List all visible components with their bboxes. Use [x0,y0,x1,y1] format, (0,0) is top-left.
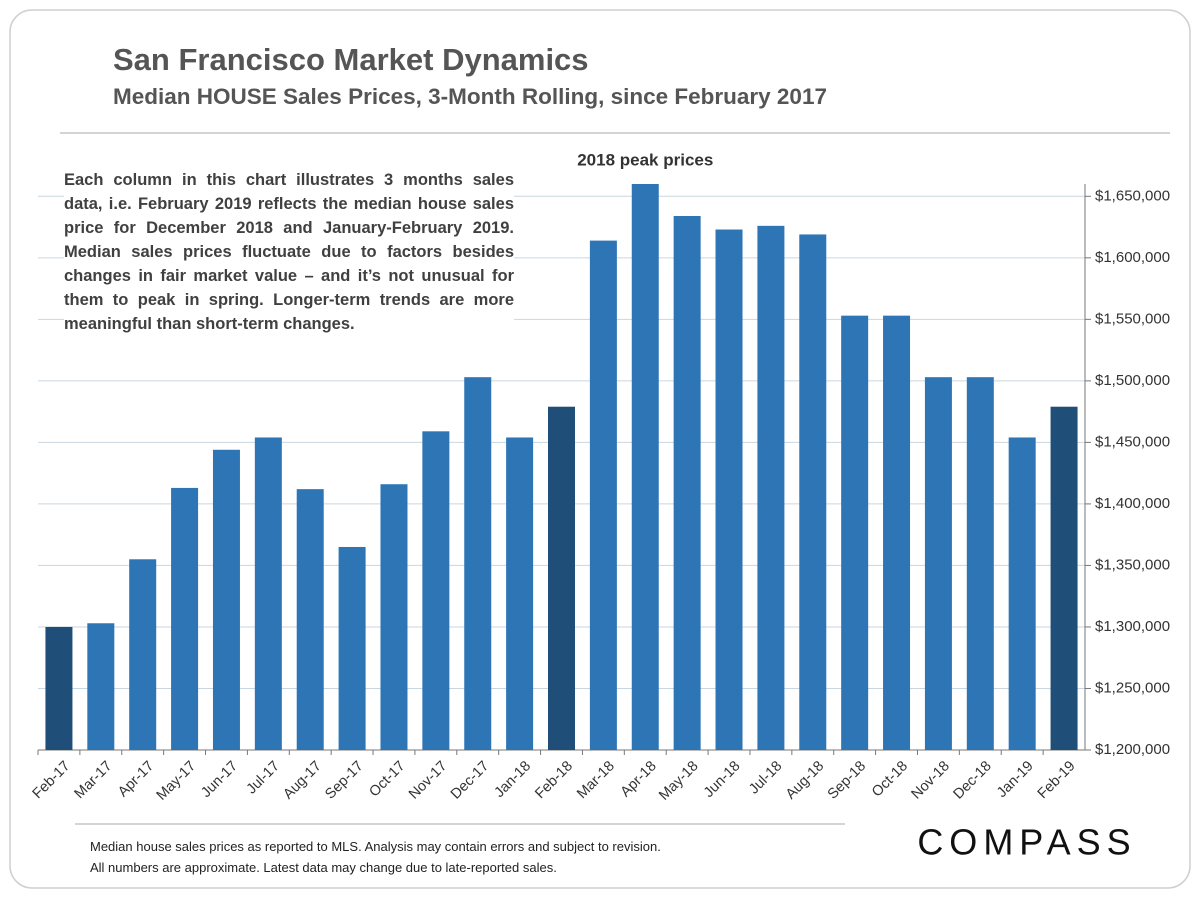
y-tick-label: $1,550,000 [1095,310,1170,327]
x-tick-label: Feb-18 [532,758,576,802]
logo: COMPASS [917,822,1136,863]
x-tick-label: Jul-17 [244,758,283,797]
card-border [9,9,1191,889]
bar [715,229,743,750]
bar [338,546,366,750]
x-tick-label: Jan-18 [491,758,534,801]
y-tick-label: $1,350,000 [1095,556,1170,573]
x-tick-label: Jan-19 [994,758,1037,801]
bar [506,437,534,750]
bar [87,623,115,750]
x-tick-label: May-17 [154,758,200,804]
x-tick-label: Jul-18 [746,758,785,797]
bar [422,431,450,750]
bar [45,626,73,750]
x-tick-label: Mar-17 [72,758,116,802]
y-tick-label: $1,200,000 [1095,741,1170,758]
bar [1050,406,1078,750]
x-tick-label: Mar-18 [574,758,618,802]
bar [883,315,911,750]
x-tick-label: Aug-17 [280,758,324,802]
footer-line: All numbers are approximate. Latest data… [90,860,557,875]
x-tick-label: Jun-18 [701,758,744,801]
bar [757,225,785,750]
bar [296,489,324,750]
bar [799,234,827,751]
x-tick-label: Apr-17 [115,758,157,800]
bar [631,184,659,750]
x-tick-label: Oct-18 [869,758,911,800]
y-tick-label: $1,450,000 [1095,433,1170,450]
x-tick-label: Feb-17 [30,758,74,802]
title: San Francisco Market Dynamics [113,42,589,77]
bar [171,487,199,750]
x-tick-label: Sep-17 [322,758,366,802]
x-tick-label: Apr-18 [618,758,660,800]
y-tick-label: $1,500,000 [1095,372,1170,389]
y-tick-label: $1,650,000 [1095,187,1170,204]
bar [841,315,869,750]
bar [464,377,492,750]
y-tick-label: $1,300,000 [1095,618,1170,635]
x-tick-label: Nov-17 [406,758,450,802]
bar [966,377,994,750]
bar [380,484,408,750]
x-tick-label: Aug-18 [783,758,827,802]
y-tick-label: $1,250,000 [1095,679,1170,696]
x-tick-label: May-18 [656,758,702,804]
x-tick-label: Dec-17 [448,758,492,802]
footer-line: Median house sales prices as reported to… [90,839,661,854]
x-tick-label: Nov-18 [909,758,953,802]
bar [254,437,282,750]
bar [1008,437,1036,750]
bar [924,377,952,750]
x-tick-label: Oct-17 [366,758,408,800]
subtitle: Median HOUSE Sales Prices, 3-Month Rolli… [113,84,827,109]
y-tick-label: $1,600,000 [1095,249,1170,266]
bar [129,559,157,750]
bar [673,215,701,750]
x-tick-label: Feb-19 [1035,758,1079,802]
note: Each column in this chart illustrates 3 … [64,168,514,336]
annotation: 2018 peak prices [577,150,713,169]
bar [212,449,240,750]
x-tick-label: Sep-18 [825,758,869,802]
x-tick-label: Jun-17 [198,758,241,801]
bar [589,240,617,750]
x-tick-label: Dec-18 [950,758,994,802]
y-tick-label: $1,400,000 [1095,495,1170,512]
bar [548,406,575,750]
